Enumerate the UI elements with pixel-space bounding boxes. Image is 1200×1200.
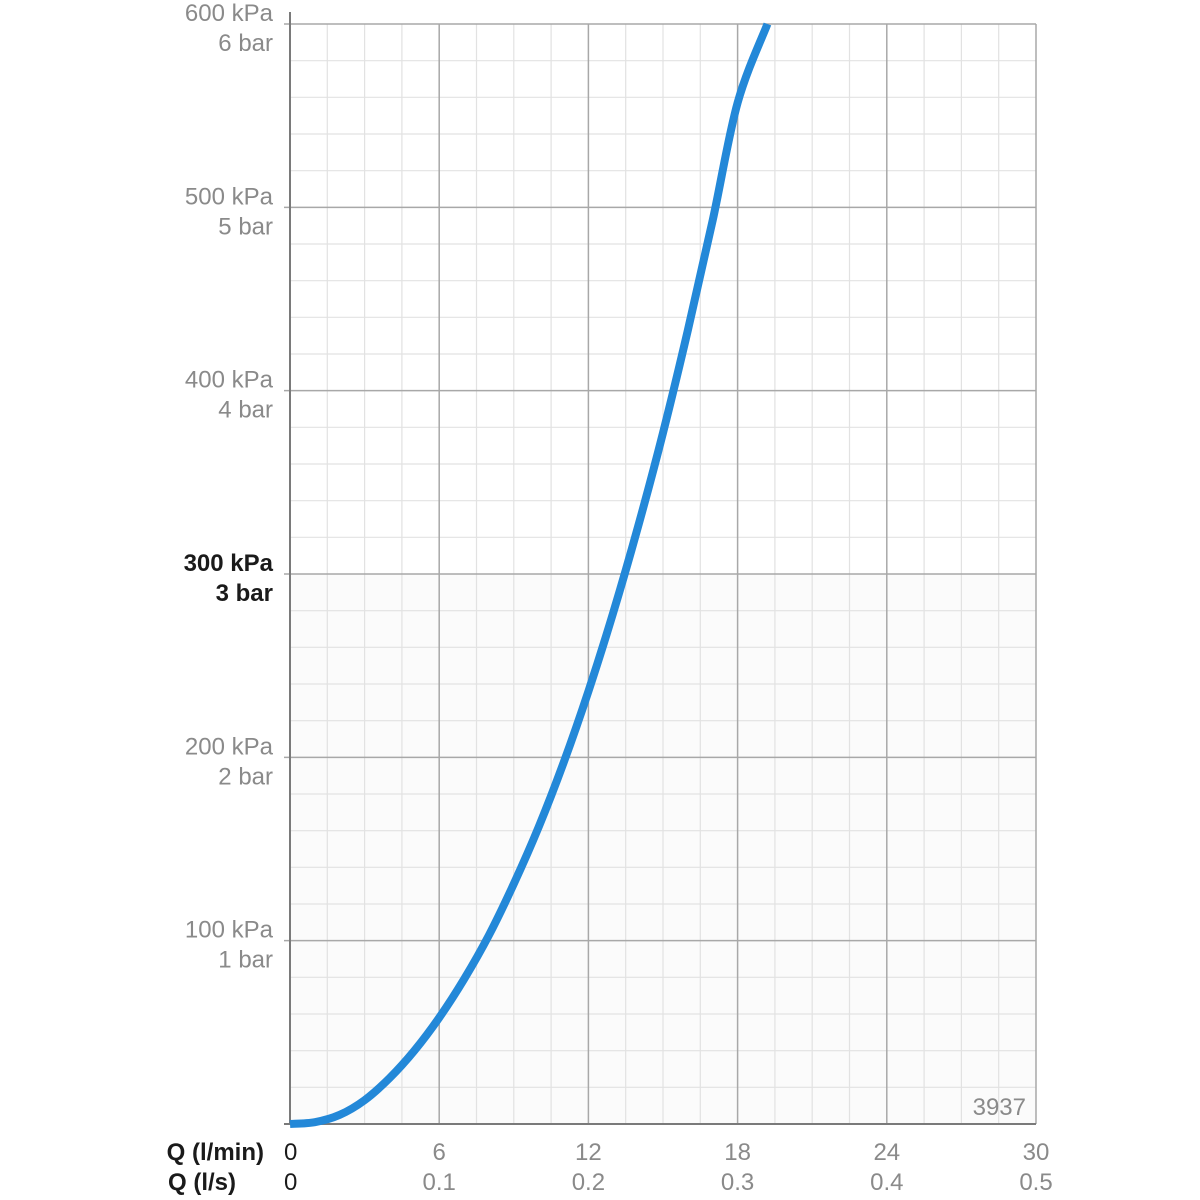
x-tick-label-ls: 0.5 — [1019, 1169, 1052, 1196]
x-tick-label-ls: 0.2 — [572, 1169, 605, 1196]
chart-code-label: 3937 — [973, 1094, 1026, 1121]
y-tick-label-kpa: 400 kPa — [185, 367, 274, 394]
y-tick-label-kpa: 500 kPa — [185, 183, 274, 210]
y-tick-label-bar: 2 bar — [218, 763, 273, 790]
x-tick-label-lmin: 24 — [873, 1139, 900, 1166]
y-tick-label-bar: 5 bar — [218, 213, 273, 240]
x-tick-label-ls: 0.4 — [870, 1169, 903, 1196]
y-tick-label-bar: 4 bar — [218, 397, 273, 424]
x-tick-label-lmin: 18 — [724, 1139, 751, 1166]
y-tick-label-bar: 1 bar — [218, 947, 273, 974]
x-tick-label-ls: 0.1 — [423, 1169, 456, 1196]
x-tick-label-ls: 0.3 — [721, 1169, 754, 1196]
x-axis-title-ls: Q (l/s) — [168, 1169, 236, 1196]
flow-curve-line — [289, 22, 772, 1128]
x-tick-label-lmin: 6 — [433, 1139, 446, 1166]
x-tick-label-lmin: 30 — [1023, 1139, 1050, 1166]
x-tick-label-lmin: 0 — [284, 1139, 297, 1166]
x-tick-label-lmin: 12 — [575, 1139, 602, 1166]
y-tick-label-kpa: 100 kPa — [185, 917, 274, 944]
y-tick-label-bar: 3 bar — [216, 580, 273, 607]
y-tick-label-kpa: 300 kPa — [184, 550, 274, 577]
y-tick-label-bar: 6 bar — [218, 30, 273, 57]
x-axis-title-lmin: Q (l/min) — [167, 1139, 264, 1166]
y-tick-label-kpa: 600 kPa — [185, 0, 274, 27]
y-tick-label-kpa: 200 kPa — [185, 733, 274, 760]
x-tick-label-ls: 0 — [284, 1169, 297, 1196]
